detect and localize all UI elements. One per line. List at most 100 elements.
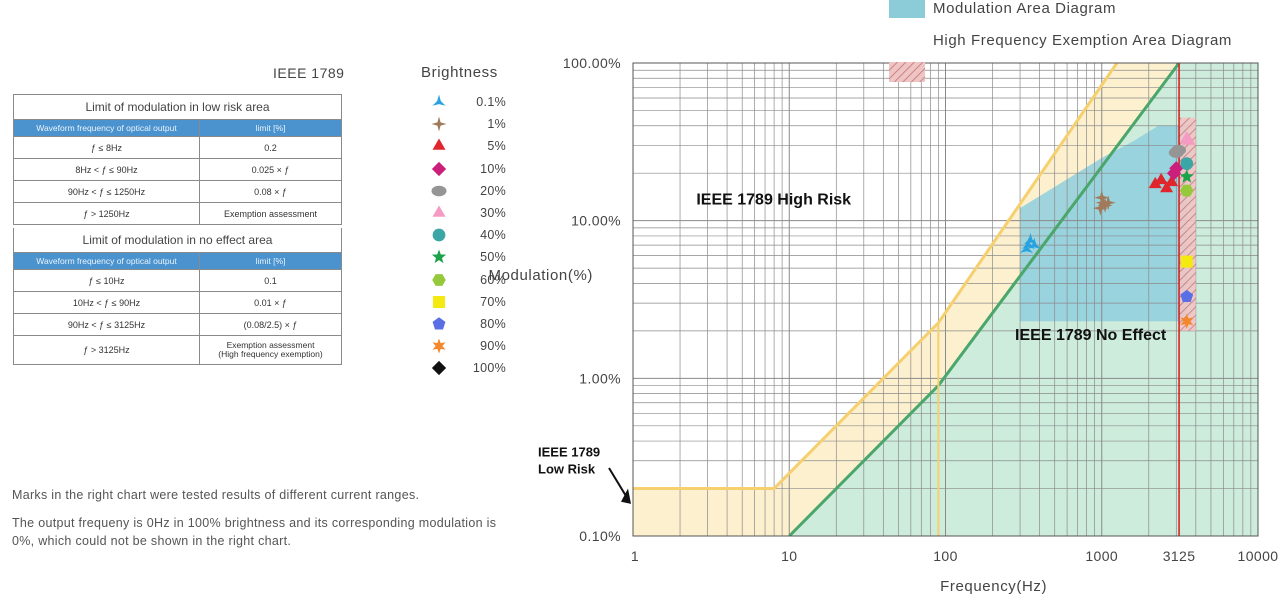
y-tick-label: 100.00% [563, 55, 621, 71]
brightness-legend-label: 1% [487, 117, 506, 132]
column-header: limit [%] [199, 119, 342, 137]
table-cell: Exemption assessment [199, 202, 342, 225]
four-point-star-icon [431, 116, 447, 132]
data-point [1180, 157, 1194, 171]
pentagon-icon [432, 317, 446, 330]
table-row: ƒ > 3125Hz Exemption assessment (High fre… [13, 335, 342, 365]
brightness-legend-item: 90% [430, 336, 506, 356]
y-tick-label: 10.00% [571, 213, 621, 229]
brightness-legend-label: 90% [480, 339, 506, 354]
triangle-icon [432, 138, 446, 151]
brightness-legend-label: 60% [480, 272, 506, 287]
x-tick-label: 1 [631, 548, 639, 564]
table-row: 8Hz < ƒ ≤ 90Hz 0.025 × ƒ [13, 158, 342, 181]
brightness-legend-label: 70% [480, 294, 506, 309]
data-point [1148, 176, 1162, 189]
chart-legend-label: High Frequency Exemption Area Diagram [933, 32, 1232, 49]
modulation-area [1020, 125, 1187, 322]
y-axis-title: Modulation(%) [488, 267, 593, 284]
brightness-legend-item: 80% [430, 314, 506, 334]
x-tick-label: 10000 [1238, 548, 1279, 564]
note-marks: Marks in the right chart were tested res… [12, 488, 420, 502]
table-row: 10Hz < ƒ ≤ 90Hz 0.01 × ƒ [13, 291, 342, 314]
low-risk-arrow-icon [608, 467, 631, 504]
x-tick-label: 100 [933, 548, 958, 564]
brightness-legend-label: 100% [472, 361, 506, 376]
six-point-star-icon [432, 338, 446, 354]
brightness-legend-label: 0.1% [476, 95, 506, 109]
brightness-legend-item: 1% [430, 114, 506, 134]
data-point [1180, 255, 1193, 268]
y-tick-label: 1.00% [579, 370, 621, 386]
legend-swatch [889, 0, 925, 18]
table-row: 90Hz < ƒ ≤ 1250Hz 0.08 × ƒ [13, 180, 342, 203]
data-point [1094, 190, 1110, 206]
x-tick-label: 10 [781, 548, 797, 564]
diamond-icon [431, 361, 447, 376]
table-row: ƒ ≤ 10Hz 0.1 [13, 269, 342, 292]
data-point [1180, 289, 1194, 303]
data-point [1171, 144, 1187, 156]
brightness-legend-title: Brightness [421, 64, 498, 81]
brightness-legend-item: 10% [430, 159, 506, 179]
tri-star-icon [432, 94, 446, 106]
low-risk-label-line1: IEEE 1789 [538, 444, 600, 459]
brightness-legend-item: 60% [430, 270, 506, 290]
brightness-legend-label: 30% [480, 206, 506, 220]
x-tick-label: 1000 [1085, 548, 1118, 564]
data-point [1100, 195, 1116, 211]
chart-legend-label: Modulation Area Diagram [933, 0, 1116, 17]
hexagon-icon [432, 273, 446, 286]
brightness-legend-label: 50% [480, 250, 506, 265]
circle-icon [432, 228, 446, 242]
x-axis-title: Frequency(Hz) [940, 578, 1047, 595]
table-cell: ƒ > 1250Hz [13, 202, 200, 225]
low-risk-limit-line [633, 63, 1119, 490]
data-point [1182, 133, 1196, 145]
data-point [1179, 169, 1194, 183]
low-risk-limit-table: Limit of modulation in low risk area Wav… [13, 94, 342, 225]
data-point [1180, 313, 1194, 329]
table-title: Limit of modulation in low risk area [13, 94, 342, 120]
data-point [1154, 172, 1168, 185]
brightness-legend-item: 0.1% [430, 92, 506, 112]
chart-grid [632, 63, 1258, 537]
data-point [1165, 174, 1179, 187]
note-zero-frequency: The output frequeny is 0Hz in 100% brigh… [12, 516, 497, 548]
data-point [1027, 237, 1041, 249]
brightness-legend-label: 40% [480, 228, 506, 243]
y-tick-label: 0.10% [579, 528, 621, 544]
brightness-legend-item: 50% [430, 247, 506, 267]
standard-title: IEEE 1789 [273, 65, 345, 81]
star-icon [431, 249, 447, 264]
diamond-icon [431, 161, 447, 176]
brightness-legend-item: 70% [430, 292, 506, 312]
brightness-legend-label: 20% [480, 183, 506, 198]
table-row: ƒ > 1250Hz Exemption assessment [13, 202, 342, 225]
table-row: 90Hz < ƒ ≤ 3125Hz (0.08/2.5) × ƒ [13, 313, 342, 336]
brightness-legend-item: 40% [430, 225, 506, 245]
table-cell: ƒ > 3125Hz [13, 335, 200, 365]
brightness-legend-label: 5% [487, 139, 506, 154]
brightness-legend-item: 5% [430, 136, 506, 156]
brightness-legend-label: 80% [480, 317, 506, 331]
brightness-legend-label: 10% [480, 161, 506, 176]
square-icon [433, 295, 445, 308]
no-effect-limit-table: Limit of modulation in no effect area Wa… [13, 228, 342, 365]
data-point [1097, 197, 1113, 213]
high-risk-label: IEEE 1789 High Risk [696, 191, 851, 208]
brightness-legend-item: 20% [430, 181, 506, 201]
brightness-legend-item: 100% [430, 358, 506, 378]
data-point [1169, 161, 1184, 176]
plot-frame [632, 62, 1259, 537]
column-header: Waveform frequency of optical output [13, 252, 200, 270]
triangle-icon [432, 205, 446, 217]
data-point [1180, 184, 1194, 197]
x-tick-label: 3125 [1163, 548, 1196, 564]
legend-swatch [889, 62, 925, 82]
data-point [1092, 200, 1108, 216]
no-effect-label: IEEE 1789 No Effect [1015, 327, 1167, 344]
data-point [1160, 180, 1174, 193]
table-cell: Exemption assessment (High frequency exe… [199, 335, 342, 365]
